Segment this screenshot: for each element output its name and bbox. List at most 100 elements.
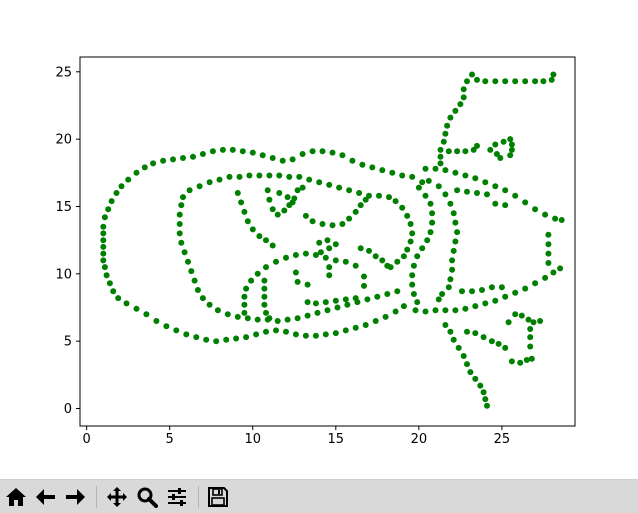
data-point xyxy=(444,122,451,129)
back-button[interactable] xyxy=(33,484,59,510)
data-point xyxy=(512,192,519,199)
data-point xyxy=(284,194,291,201)
data-point xyxy=(477,382,484,389)
x-axis: 0 5 10 15 20 25 xyxy=(83,426,510,447)
data-point xyxy=(319,148,326,155)
data-point xyxy=(296,173,303,180)
x-tick-label: 0 xyxy=(83,432,91,447)
home-button[interactable] xyxy=(3,484,29,510)
data-point xyxy=(394,288,401,295)
data-points xyxy=(100,71,565,409)
data-point xyxy=(236,173,243,180)
configure-subplots-button[interactable] xyxy=(164,484,190,510)
data-point xyxy=(213,338,220,345)
data-point xyxy=(266,315,273,322)
data-point xyxy=(100,243,107,250)
data-point xyxy=(176,211,183,218)
data-point xyxy=(357,202,364,209)
data-point xyxy=(487,146,494,153)
data-point xyxy=(400,303,407,310)
data-point xyxy=(452,307,459,314)
data-point xyxy=(425,177,432,184)
y-tick-label: 0 xyxy=(64,402,72,417)
data-point xyxy=(552,215,559,222)
data-point xyxy=(238,199,245,206)
data-point xyxy=(525,316,532,323)
data-point xyxy=(523,357,530,363)
data-point xyxy=(261,301,268,308)
data-point xyxy=(256,233,263,240)
data-point xyxy=(447,200,454,207)
data-point xyxy=(241,293,248,300)
data-point xyxy=(364,296,371,303)
data-point xyxy=(254,316,261,323)
y-tick-label: 15 xyxy=(55,200,72,215)
data-point xyxy=(263,237,269,244)
data-point xyxy=(404,212,411,219)
data-point xyxy=(352,262,359,269)
data-point xyxy=(241,208,248,215)
data-point xyxy=(188,268,195,275)
data-point xyxy=(422,192,429,199)
data-point xyxy=(467,369,474,376)
data-point xyxy=(440,138,447,145)
data-point xyxy=(366,192,372,199)
data-point xyxy=(312,300,319,307)
data-point xyxy=(392,198,399,205)
data-point xyxy=(480,389,487,396)
pan-button[interactable] xyxy=(104,484,130,510)
data-point xyxy=(133,169,140,176)
data-point xyxy=(274,211,281,218)
data-point xyxy=(326,245,333,252)
data-point xyxy=(512,78,519,85)
data-point xyxy=(342,296,349,303)
data-point xyxy=(125,176,132,183)
data-point xyxy=(527,326,534,332)
data-point xyxy=(472,375,479,382)
data-point xyxy=(498,284,505,291)
data-point xyxy=(482,78,489,85)
y-axis: 0 5 10 15 20 25 xyxy=(55,65,80,417)
data-point xyxy=(437,146,444,153)
data-point xyxy=(181,249,188,256)
data-point xyxy=(191,277,198,284)
forward-button[interactable] xyxy=(62,484,88,510)
data-point xyxy=(283,328,289,335)
data-point xyxy=(276,190,283,196)
data-point xyxy=(206,179,213,186)
data-point xyxy=(322,299,329,306)
data-point xyxy=(332,297,339,304)
data-point xyxy=(246,172,253,179)
data-point xyxy=(472,175,479,182)
data-point xyxy=(540,78,547,85)
data-point xyxy=(160,157,167,164)
data-point xyxy=(115,295,122,302)
data-point xyxy=(429,219,436,226)
data-point xyxy=(319,221,326,227)
data-point xyxy=(346,215,353,222)
data-point xyxy=(450,210,457,217)
data-point xyxy=(196,183,203,190)
data-point xyxy=(101,214,108,221)
data-point xyxy=(455,344,462,351)
data-point xyxy=(352,295,359,302)
data-point xyxy=(500,138,507,145)
data-point xyxy=(454,229,461,236)
data-point xyxy=(110,288,117,295)
data-point xyxy=(517,359,524,366)
data-point xyxy=(289,199,296,206)
save-button[interactable] xyxy=(205,484,231,510)
data-point xyxy=(241,301,248,308)
data-point xyxy=(361,273,367,280)
data-point xyxy=(557,265,564,272)
data-point xyxy=(199,151,206,157)
zoom-button[interactable] xyxy=(134,484,160,510)
data-point xyxy=(226,173,233,180)
data-point xyxy=(507,152,514,159)
data-point xyxy=(309,148,316,155)
data-point xyxy=(484,191,490,198)
data-point xyxy=(302,332,309,339)
data-point xyxy=(259,152,266,159)
data-point xyxy=(329,149,336,156)
data-point xyxy=(209,148,216,155)
